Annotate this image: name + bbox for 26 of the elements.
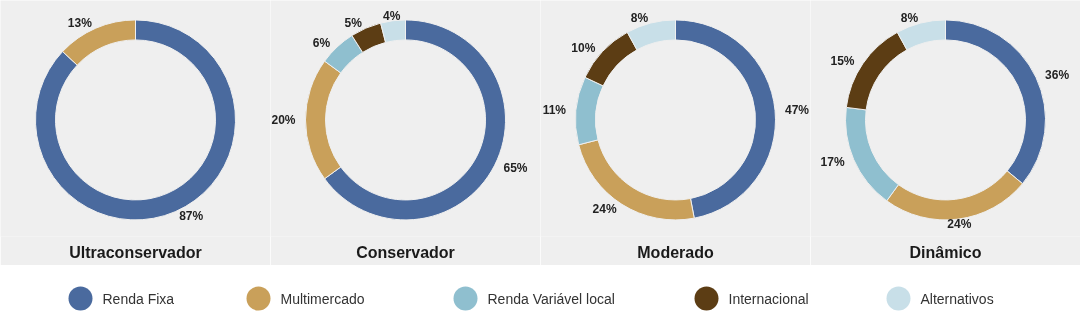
data-label: 87% (179, 209, 204, 224)
legend-label: Renda Variável local (487, 290, 615, 307)
data-label: 15% (830, 53, 855, 68)
data-label: 24% (592, 201, 617, 216)
text: Conservador (356, 243, 455, 261)
data-label: 13% (67, 16, 93, 31)
data-label: 17% (820, 154, 845, 169)
legend-label: Multimercado (280, 290, 365, 307)
data-label: 8% (630, 11, 649, 26)
data-label: 11% (542, 103, 567, 118)
text: Dinâmico (909, 243, 982, 261)
data-label: 47% (785, 103, 810, 118)
text: Moderado (637, 243, 714, 261)
legend-label: Renda Fixa (102, 290, 175, 307)
text: Ultraconservador (69, 243, 202, 261)
data-label: 8% (900, 11, 919, 26)
data-label: 6% (312, 36, 331, 51)
data-label: 36% (1045, 68, 1070, 83)
data-label: 20% (271, 112, 296, 127)
data-label: 10% (571, 40, 596, 55)
data-label: 5% (344, 16, 363, 31)
legend-label: Internacional (728, 290, 809, 307)
legend-label: Alternativos (920, 290, 994, 307)
data-label: 4% (383, 8, 401, 23)
data-label: 65% (503, 160, 528, 175)
data-label: 24% (947, 217, 972, 232)
